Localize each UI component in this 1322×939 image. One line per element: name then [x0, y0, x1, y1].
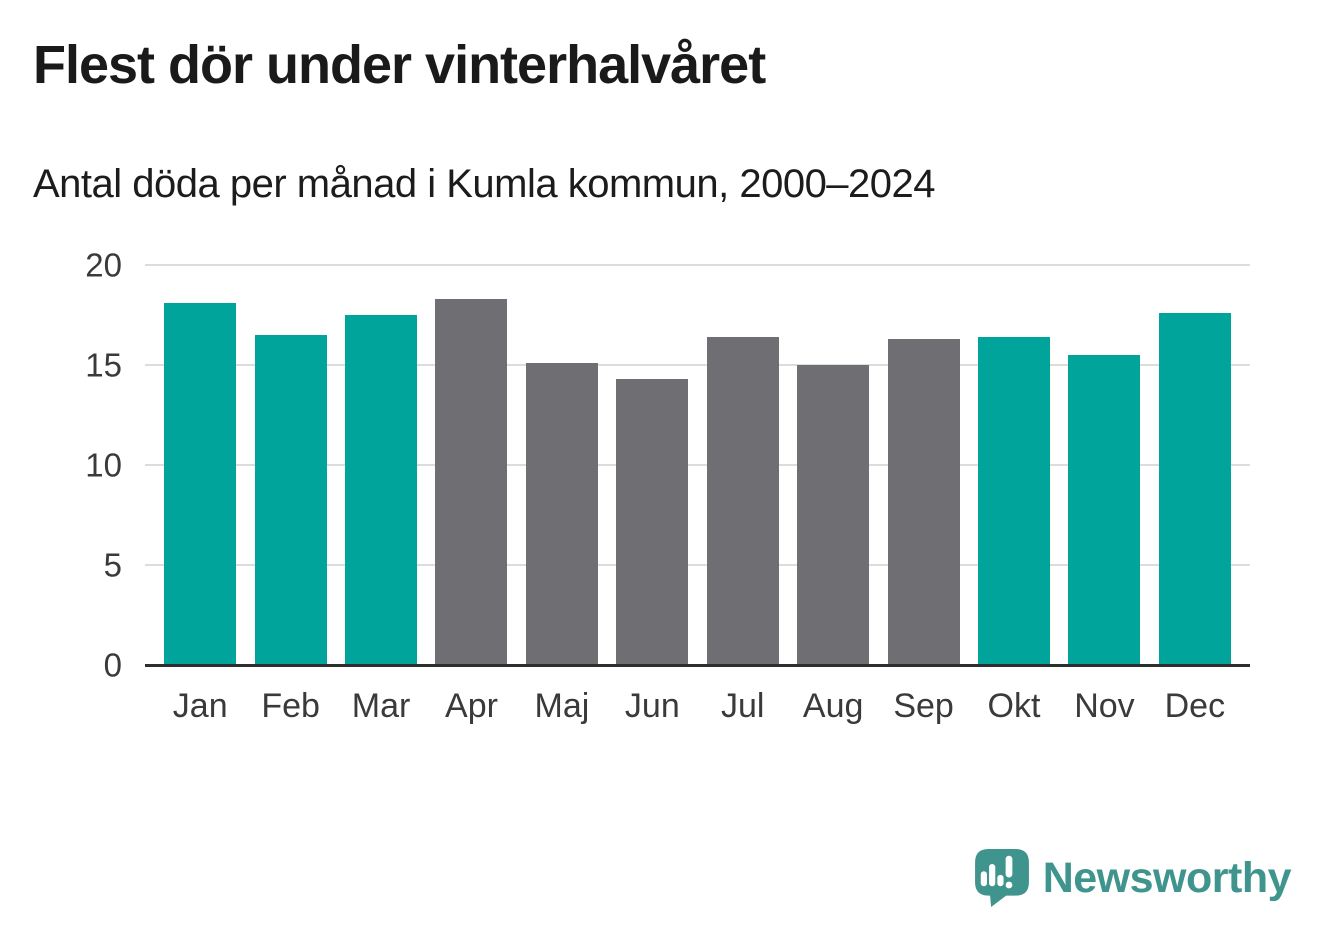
gridline-15: [145, 364, 1250, 366]
bar-okt: [978, 337, 1050, 665]
bar-slot-maj: [517, 265, 607, 665]
bar-jul: [706, 337, 779, 665]
bar-apr: [435, 299, 508, 665]
bar-dec: [1158, 313, 1231, 665]
x-label-maj: Maj: [534, 687, 590, 725]
x-label-jan: Jan: [172, 687, 228, 725]
y-tick-label-20: 20: [85, 246, 122, 284]
x-label-jul: Jul: [721, 687, 765, 725]
bar-feb: [254, 335, 327, 665]
brand-name: Newsworthy: [1042, 853, 1292, 902]
y-tick-label-10: 10: [85, 446, 122, 484]
bar-slot-apr: [426, 265, 516, 665]
bar-slot-mar: [336, 265, 426, 665]
bar-slot-jan: [155, 265, 245, 665]
x-label-jun: Jun: [624, 687, 680, 725]
bar-slot-dec: [1150, 265, 1240, 665]
bar-slot-okt: [969, 265, 1059, 665]
bar-slot-aug: [788, 265, 878, 665]
bar-nov: [1068, 355, 1141, 665]
bar-maj: [525, 363, 598, 665]
gridline-5: [145, 564, 1250, 566]
x-label-mar: Mar: [351, 687, 411, 725]
plot-area: [145, 264, 1250, 667]
bar-slot-jul: [698, 265, 788, 665]
x-label-dec: Dec: [1164, 687, 1226, 725]
x-label-nov: Nov: [1074, 687, 1135, 725]
x-label-okt: Okt: [987, 687, 1041, 725]
y-tick-label-5: 5: [103, 546, 122, 584]
bar-sep: [887, 339, 960, 665]
bars-row: [145, 265, 1250, 665]
bar-jan: [164, 303, 237, 665]
chart-subtitle: Antal döda per månad i Kumla kommun, 200…: [33, 162, 936, 206]
x-label-aug: Aug: [802, 687, 864, 725]
gridline-20: [145, 264, 1250, 266]
y-tick-label-0: 0: [103, 646, 122, 684]
x-label-sep: Sep: [893, 687, 954, 725]
bar-aug: [797, 365, 870, 665]
bar-jun: [616, 379, 689, 665]
bar-mar: [345, 315, 418, 665]
brand-footer: Newsworthy: [974, 849, 1292, 907]
x-axis-labels: Jan Feb Mar Apr Maj Jun Jul Aug Sep Okt Nov Dec: [145, 683, 1250, 729]
gridline-10: [145, 464, 1250, 466]
y-axis-labels: 0 5 10 15 20: [0, 249, 122, 682]
y-tick-label-15: 15: [85, 346, 122, 384]
bar-slot-nov: [1059, 265, 1149, 665]
bar-slot-feb: [245, 265, 335, 665]
x-label-apr: Apr: [445, 687, 498, 725]
x-axis-line: [145, 664, 1250, 667]
page-title: Flest dör under vinterhalvåret: [33, 35, 766, 95]
x-label-feb: Feb: [261, 687, 320, 725]
bar-slot-jun: [607, 265, 697, 665]
bar-slot-sep: [878, 265, 968, 665]
newsworthy-logo-icon: [974, 849, 1029, 907]
